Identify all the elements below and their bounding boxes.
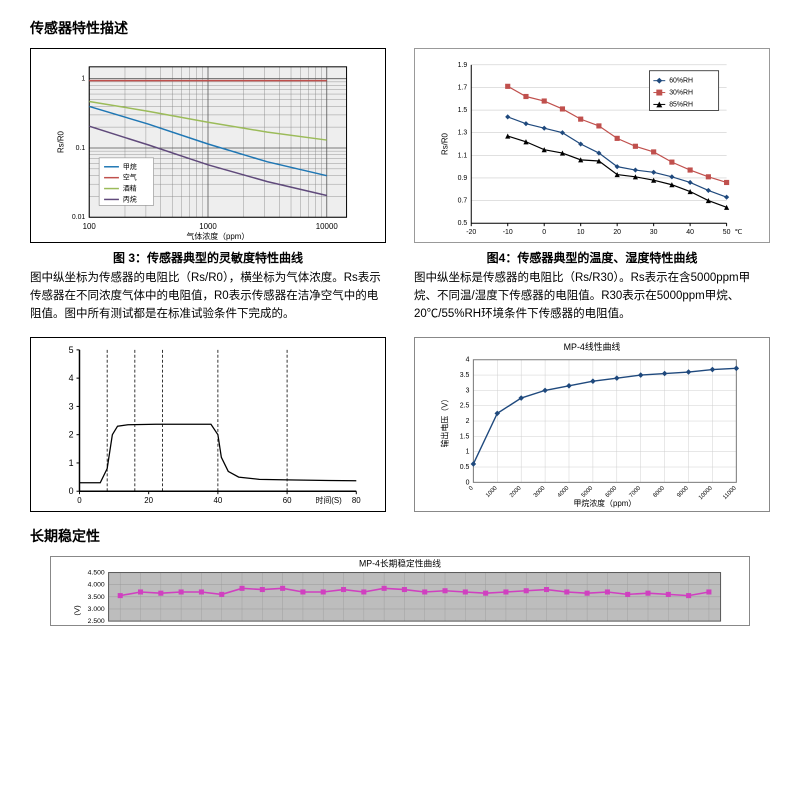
svg-text:5: 5 (69, 345, 74, 355)
svg-text:℃: ℃ (735, 229, 743, 236)
svg-text:3.500: 3.500 (88, 594, 105, 601)
svg-text:MP-4长期稳定性曲线: MP-4长期稳定性曲线 (359, 558, 441, 569)
svg-text:1.7: 1.7 (458, 84, 468, 91)
svg-text:1.1: 1.1 (458, 152, 468, 159)
svg-text:0.5: 0.5 (460, 464, 470, 471)
svg-text:(V): (V) (72, 605, 81, 616)
svg-text:1.5: 1.5 (460, 434, 470, 441)
svg-text:0: 0 (542, 229, 546, 236)
svg-text:1.9: 1.9 (458, 62, 468, 69)
svg-text:10000: 10000 (316, 222, 339, 231)
svg-text:4: 4 (69, 374, 74, 384)
svg-text:空气: 空气 (123, 173, 137, 182)
svg-text:2.5: 2.5 (460, 403, 470, 410)
row-2: 012345020406080时间(S) MP-4线性曲线00.511.522.… (30, 337, 770, 512)
svg-text:-10: -10 (503, 229, 513, 236)
svg-text:3.000: 3.000 (88, 606, 105, 613)
chart-stability-container: MP-4长期稳定性曲线 2.500 3.000 3.500 4.000 4.500 (V) (30, 556, 770, 626)
svg-text:7000: 7000 (629, 485, 643, 499)
svg-text:20: 20 (144, 497, 153, 506)
svg-text:0.7: 0.7 (458, 198, 468, 205)
col-chart3: 0 1 2 3 4 5 0 20 40 60 80 时间(S) (30, 337, 386, 512)
svg-text:50: 50 (723, 229, 731, 236)
chart2-desc: 图中纵坐标是传感器的电阻比（Rs/R30）。Rs表示在含5000ppm甲烷、不同… (414, 270, 770, 323)
col-chart4: MP-4线性曲线 0 0.5 1 1.5 2 2.5 3 3.5 4 0 1000 2000 3000 40… (414, 337, 770, 512)
svg-text:0: 0 (468, 485, 475, 492)
svg-text:0: 0 (77, 497, 82, 506)
chart2-caption: 图4：传感器典型的温度、湿度特性曲线 (414, 249, 770, 266)
svg-text:1.5: 1.5 (458, 107, 468, 114)
svg-text:4: 4 (466, 357, 470, 364)
svg-text:3: 3 (466, 388, 470, 395)
svg-text:1.3: 1.3 (458, 130, 468, 137)
svg-text:11000: 11000 (722, 485, 738, 501)
svg-text:60%RH: 60%RH (669, 78, 693, 85)
svg-text:1: 1 (466, 449, 470, 456)
section-title-1: 传感器特性描述 (30, 18, 770, 38)
chart-response: 0 1 2 3 4 5 0 20 40 60 80 时间(S) (30, 337, 386, 512)
svg-text:1: 1 (69, 458, 74, 468)
svg-text:MP-4线性曲线: MP-4线性曲线 (564, 341, 621, 352)
svg-text:10: 10 (577, 229, 585, 236)
svg-text:40: 40 (686, 229, 694, 236)
svg-text:6000: 6000 (605, 485, 619, 499)
svg-text:0: 0 (466, 480, 470, 487)
svg-text:2.500: 2.500 (88, 618, 105, 625)
svg-text:甲烷浓度（ppm）: 甲烷浓度（ppm） (573, 498, 636, 508)
col-chart2: 0.5 0.7 0.9 1.1 1.3 1.5 1.7 1.9 -20 -10 0 10 20 30 40 5… (414, 48, 770, 323)
section-title-2: 长期稳定性 (30, 526, 770, 546)
svg-text:60: 60 (283, 497, 292, 506)
svg-text:3.5: 3.5 (460, 372, 470, 379)
svg-text:0.9: 0.9 (458, 175, 468, 182)
svg-text:1000: 1000 (199, 222, 217, 231)
svg-text:100: 100 (83, 222, 97, 231)
svg-text:2: 2 (466, 418, 470, 425)
chart1-desc: 图中纵坐标为传感器的电阻比（Rs/R0），横坐标为气体浓度。Rs表示传感器在不同… (30, 270, 386, 323)
svg-text:甲烷: 甲烷 (123, 162, 137, 171)
svg-text:Rs/R0: Rs/R0 (440, 132, 449, 155)
svg-text:0.1: 0.1 (76, 145, 86, 152)
svg-text:输出电压（V）: 输出电压（V） (440, 395, 450, 448)
chart-linearity: MP-4线性曲线 0 0.5 1 1.5 2 2.5 3 3.5 4 0 1000 2000 3000 40… (414, 337, 770, 512)
svg-text:Rs/R0: Rs/R0 (56, 130, 65, 153)
svg-text:85%RH: 85%RH (669, 101, 693, 108)
svg-text:3: 3 (69, 402, 74, 412)
svg-text:40: 40 (213, 497, 222, 506)
svg-text:时间(S): 时间(S) (315, 496, 342, 506)
svg-text:1000: 1000 (485, 485, 499, 499)
svg-text:30: 30 (650, 229, 658, 236)
svg-text:2000: 2000 (509, 485, 523, 499)
svg-text:0: 0 (69, 487, 74, 497)
svg-text:酒精: 酒精 (123, 184, 137, 193)
row-1: 1001000100000.010.11甲烷空气酒精丙烷气体浓度（ppm）Rs/… (30, 48, 770, 323)
svg-text:4.500: 4.500 (88, 570, 105, 577)
svg-text:9000: 9000 (676, 485, 690, 499)
svg-text:丙烷: 丙烷 (123, 194, 137, 203)
chart-sensitivity: 100 1000 10000 0.01 0.1 1 甲烷空气酒精丙烷气体浓度（ppm） Rs/… (30, 48, 386, 243)
svg-text:4.000: 4.000 (88, 582, 105, 589)
svg-text:3000: 3000 (533, 485, 547, 499)
svg-text:0.01: 0.01 (72, 214, 86, 221)
svg-text:5000: 5000 (581, 485, 595, 499)
chart1-caption: 图 3：传感器典型的灵敏度特性曲线 (30, 249, 386, 266)
svg-text:10000: 10000 (698, 485, 714, 501)
svg-text:8000: 8000 (652, 485, 666, 499)
svg-text:2: 2 (69, 430, 74, 440)
svg-text:80: 80 (352, 497, 361, 506)
svg-text:0.5: 0.5 (458, 220, 468, 227)
svg-text:气体浓度（ppm）: 气体浓度（ppm） (186, 231, 249, 241)
svg-text:-20: -20 (466, 229, 476, 236)
svg-text:4000: 4000 (557, 485, 571, 499)
chart-stability: MP-4长期稳定性曲线 2.500 3.000 3.500 4.000 4.500 (V) (50, 556, 750, 626)
svg-text:20: 20 (613, 229, 621, 236)
svg-text:30%RH: 30%RH (669, 90, 693, 97)
chart-temp-humidity: 0.5 0.7 0.9 1.1 1.3 1.5 1.7 1.9 -20 -10 0 10 20 30 40 5… (414, 48, 770, 243)
col-chart1: 100 1000 10000 0.01 0.1 1 甲烷空气酒精丙烷气体浓度（ppm） Rs/… (30, 48, 386, 323)
svg-text:1: 1 (81, 76, 85, 83)
